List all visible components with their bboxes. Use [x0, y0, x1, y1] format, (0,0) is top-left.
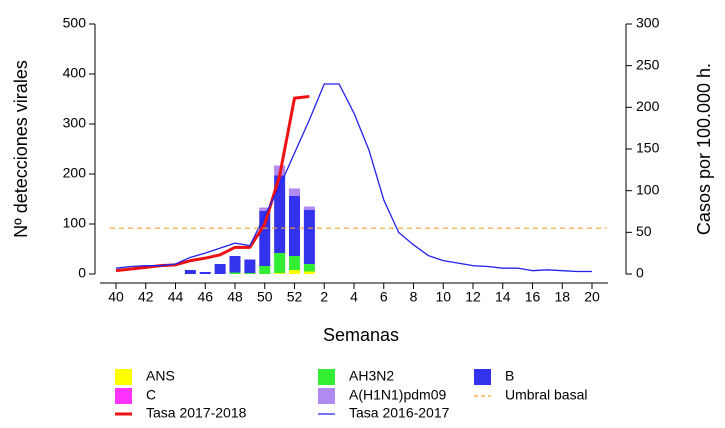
bar: [259, 211, 271, 266]
legend-swatch: [318, 369, 335, 385]
x-tick-label: 44: [168, 289, 184, 305]
bar: [184, 270, 196, 274]
bar: [229, 256, 241, 273]
y2-tick-label: 250: [636, 56, 660, 72]
x-tick-label: 6: [380, 289, 388, 305]
bar: [229, 272, 241, 274]
bar: [244, 259, 256, 273]
bar: [259, 266, 271, 274]
bar: [289, 270, 300, 274]
x-tick-label: 18: [554, 289, 570, 305]
y-axis-label: Nº detecciones virales: [11, 60, 31, 238]
legend-swatch: [115, 369, 132, 385]
legend-label: Umbral basal: [505, 387, 587, 403]
x-tick-label: 2: [320, 289, 328, 305]
line: [115, 83, 592, 273]
bar: [303, 271, 315, 274]
legend-label: Tasa 2016-2017: [349, 405, 450, 421]
y2-tick-label: 100: [636, 181, 660, 197]
x-tick-label: 42: [138, 289, 154, 305]
x-tick-label: 20: [584, 289, 600, 305]
y-tick-label: 300: [63, 115, 87, 131]
bar: [303, 210, 315, 264]
y-tick-label: 200: [63, 165, 87, 181]
line: [115, 95, 310, 273]
bar: [303, 264, 315, 272]
legend-label: AH3N2: [349, 368, 394, 384]
bar: [289, 188, 300, 196]
x-tick-label: 46: [197, 289, 213, 305]
x-tick-label: 16: [525, 289, 541, 305]
y2-tick-label: 200: [636, 98, 660, 114]
legend-swatch: [318, 388, 335, 404]
y2-tick-label: 300: [636, 15, 660, 31]
x-tick-label: 50: [257, 289, 273, 305]
bar: [214, 264, 226, 274]
bar: [274, 273, 286, 274]
x-tick-label: 14: [495, 289, 511, 305]
legend-label: ANS: [146, 368, 175, 384]
legend-label: A(H1N1)pdm09: [349, 387, 446, 403]
legend-label: C: [146, 387, 156, 403]
legend-swatch: [115, 388, 132, 404]
y2-tick-label: 50: [636, 223, 652, 239]
bar: [289, 256, 300, 270]
x-tick-label: 40: [108, 289, 124, 305]
bar: [199, 272, 211, 274]
y2-tick-label: 0: [636, 265, 644, 281]
y-tick-label: 500: [63, 15, 87, 31]
bar: [274, 175, 286, 253]
bar: [259, 207, 271, 211]
y-tick-label: 100: [63, 215, 87, 231]
legend-label: Tasa 2017-2018: [146, 405, 247, 421]
y-tick-label: 0: [78, 265, 86, 281]
legend-swatch: [474, 369, 491, 385]
bar: [289, 196, 300, 256]
x-tick-label: 4: [350, 289, 358, 305]
legend-label: B: [505, 368, 514, 384]
y-tick-label: 400: [63, 65, 87, 81]
bar: [244, 273, 256, 274]
x-tick-label: 12: [465, 289, 481, 305]
y2-tick-label: 150: [636, 140, 660, 156]
x-axis-label: Semanas: [323, 325, 399, 345]
x-tick-label: 48: [227, 289, 243, 305]
x-tick-label: 10: [435, 289, 451, 305]
bar: [274, 253, 286, 273]
x-tick-label: 8: [410, 289, 418, 305]
y2-axis-label: Casos por 100.000 h.: [694, 63, 714, 235]
bar: [303, 206, 315, 210]
x-tick-label: 52: [287, 289, 303, 305]
